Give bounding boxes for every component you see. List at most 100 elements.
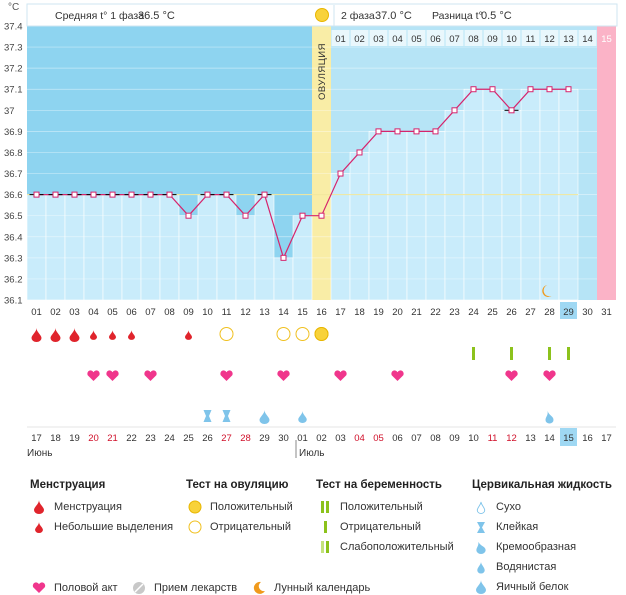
cycle-day-label: 09 [183,307,194,318]
phase2-day-cell [464,30,483,46]
moon-icon [542,285,552,297]
legend-pregnancy-test: Тест на беременность Положительный Отриц… [316,479,454,557]
phase2-day-cell [502,30,521,46]
calendar-date-label: 23 [145,433,156,444]
phase2-day-cell [559,30,578,46]
phase2-day-label: 10 [506,34,517,45]
heart-icon [334,370,347,381]
heart-icon [543,370,556,381]
cycle-day-label: 16 [316,307,327,318]
cycle-day-label: 21 [411,307,422,318]
temperature-point [280,254,287,261]
temperature-point [489,86,496,93]
temperature-column [83,194,104,301]
legend-cervical-dry-label: Сухо [496,501,521,513]
phase2-day-cell [407,30,426,46]
legend-ovulation-test: Тест на овуляцию Положительный Отрицател… [186,479,293,537]
y-tick-label: 37.3 [4,43,23,54]
phase2-day-label: 13 [563,34,574,45]
ovulation-sun-icon [315,8,329,22]
temperature-column [140,194,161,301]
menstruation-drop-icon [90,330,97,340]
temperature-point [242,212,249,219]
legend-menstruation-title: Менструация [30,479,106,491]
legend-menstruation-label: Менструация [54,501,122,513]
diff-value: 0.5 °C [481,10,512,22]
temperature-column [26,194,47,301]
calendar-date-label: 29 [259,433,270,444]
calendar-date-label: 01 [297,433,308,444]
legend-pregnancy-weak-label: Слабоположительный [340,541,454,553]
menstruation-drop-icon [30,499,48,515]
calendar-date-label: 08 [430,433,441,444]
temperature-point [375,128,382,135]
dry-drop-icon [472,499,490,515]
cycle-day-label: 14 [278,307,289,318]
month-label-june: Июнь [27,448,52,459]
legend-cervical: Цервикальная жидкость Сухо Клейкая Кремо… [472,479,612,595]
temperature-point [223,191,230,198]
cycle-day-label: 19 [373,307,384,318]
temperature-column [197,194,218,301]
legend-pregnancy-positive-label: Положительный [340,501,423,513]
temperature-point [508,107,515,114]
cycle-day-label: 28 [544,307,555,318]
diff-label: Разница t° [432,10,483,22]
creamy-drop-icon [472,539,490,555]
temperature-point [565,86,572,93]
temperature-point [33,191,40,198]
calendar-date-label: 06 [392,433,403,444]
pregnancy-negative-icon [567,347,570,360]
pregnancy-negative-icon [548,347,551,360]
cycle-day-label: 03 [69,307,80,318]
cycle-day-label: 17 [335,307,346,318]
menstruation-drop-icon [69,328,80,342]
temperature-column [159,194,180,301]
temperature-column [121,194,142,301]
legend-intercourse-label: Половой акт [54,582,118,594]
legend-lunar-label: Лунный календарь [274,582,371,594]
legend-pregnancy-test-title: Тест на беременность [316,479,442,491]
legend-ovulation-negative-item: Отрицательный [186,517,293,537]
temperature-point [337,170,344,177]
cycle-day-label: 30 [582,307,593,318]
phase2-day-label: 12 [544,34,555,45]
eggwhite-drop-icon [472,579,490,595]
watery-drop-icon [472,559,490,575]
heart-icon [144,370,157,381]
cycle-day-label: 08 [164,307,175,318]
legend-medication-label: Прием лекарств [154,582,238,594]
cycle-day-label: 07 [145,307,156,318]
watery-drop-icon [298,411,307,423]
legend-cervical-watery-item: Водянистая [472,557,612,577]
cycle-day-label: 24 [468,307,479,318]
calendar-date-label: 10 [468,433,479,444]
phase2-day-label: 04 [392,34,403,45]
y-unit-label: °C [8,2,19,13]
calendar-date-label: 30 [278,433,289,444]
temperature-column [349,152,370,301]
calendar-date-label: 17 [601,433,612,444]
sticky-icon [472,519,490,535]
ovulation-column [312,26,331,300]
calendar-date-label: 16 [582,433,593,444]
ovulation-positive-icon [314,327,329,341]
pregnancy-negative-icon [472,347,475,360]
calendar-date-label: 22 [126,433,137,444]
cycle-day-label: 12 [240,307,251,318]
phase2-day-cell [426,30,445,46]
heart-icon [277,370,290,381]
calendar-date-label: 13 [525,433,536,444]
temperature-point [356,149,363,156]
temperature-point [413,128,420,135]
heart-icon [220,370,233,381]
phase2-day-label: 09 [487,34,498,45]
legend-cervical-creamy-label: Кремообразная [496,541,577,553]
calendar-date-label: 20 [88,433,99,444]
temperature-column [444,110,465,301]
legend-pregnancy-negative-label: Отрицательный [340,521,421,533]
heart-icon [87,370,100,381]
phase2-day-label: 07 [449,34,460,45]
creamy-drop-icon [545,411,554,424]
temperature-point [261,191,268,198]
